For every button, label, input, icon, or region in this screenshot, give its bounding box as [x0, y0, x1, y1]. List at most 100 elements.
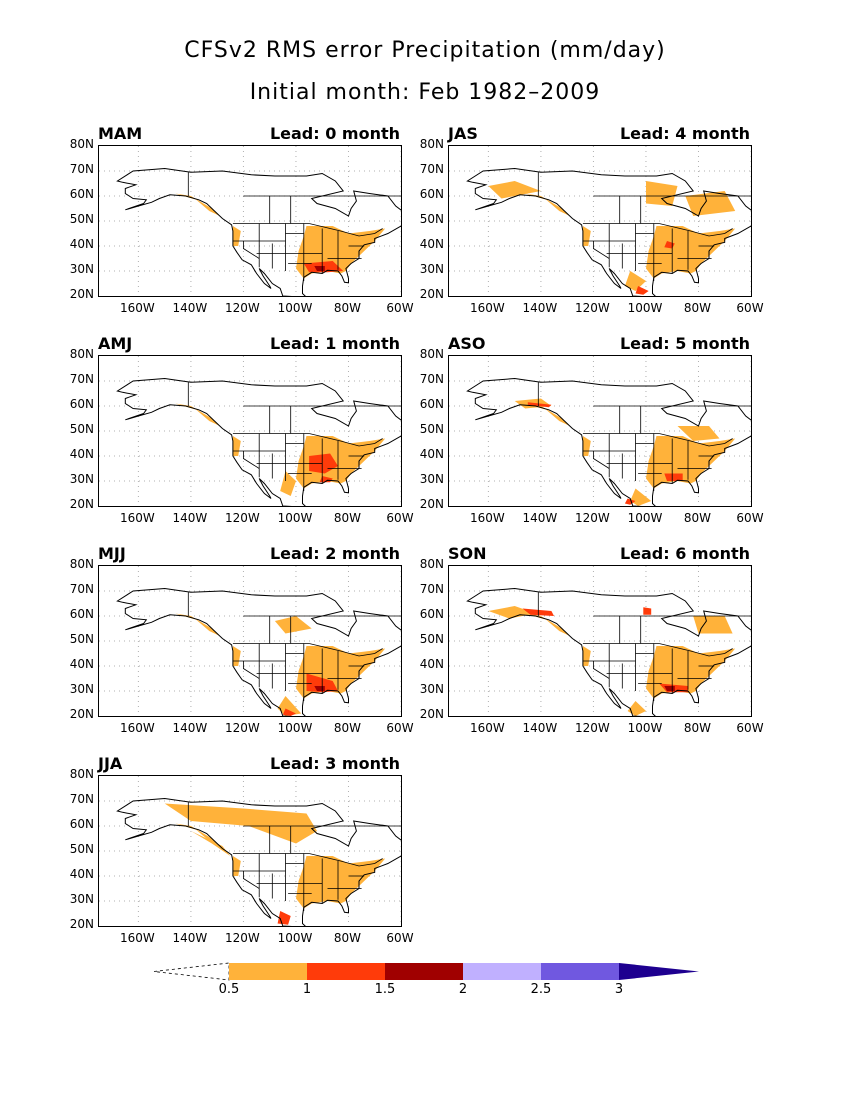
- colorbar-tick-label: 2.5: [530, 982, 552, 997]
- lat-tick-label: 20N: [69, 707, 94, 721]
- colorbar-segment: [385, 963, 463, 980]
- map-panel-aso: ASO Lead: 5 month 80N 70N 60N 50N 40N 30N 20N 160…: [420, 334, 798, 525]
- colorbar-upper-extension: [619, 963, 699, 980]
- panel-lead-label: Lead: 2 month: [269, 544, 400, 563]
- lon-tick-label: 60W: [736, 721, 764, 735]
- lat-tick-label: 20N: [419, 287, 444, 301]
- lat-tick-label: 60N: [419, 607, 444, 621]
- map-panel-mam: MAM Lead: 0 month 80N 70N 60N 50N 40N 30N 20N 160…: [70, 124, 448, 315]
- lon-tick-label: 100W: [627, 301, 663, 315]
- lon-tick-label: 160W: [470, 511, 505, 525]
- panel-lead-label: Lead: 4 month: [619, 124, 750, 143]
- lat-tick-label: 80N: [69, 767, 94, 781]
- lat-tick-label: 30N: [69, 682, 94, 696]
- lat-tick-label: 50N: [69, 422, 94, 436]
- panel-lead-label: Lead: 1 month: [269, 334, 400, 353]
- lon-tick-label: 140W: [172, 721, 208, 735]
- map-frame: [448, 145, 752, 297]
- lon-tick-label: 60W: [386, 511, 414, 525]
- map-frame: [448, 355, 752, 507]
- panel-lead-label: Lead: 0 month: [269, 124, 400, 143]
- lon-tick-label: 100W: [277, 301, 313, 315]
- lat-tick-label: 40N: [419, 237, 444, 251]
- lat-tick-label: 60N: [69, 397, 94, 411]
- lon-tick-label: 160W: [120, 511, 155, 525]
- map-frame: [98, 145, 402, 297]
- lon-tick-label: 160W: [120, 721, 155, 735]
- lon-tick-label: 100W: [627, 511, 663, 525]
- lat-tick-label: 50N: [69, 632, 94, 646]
- lat-tick-label: 40N: [69, 237, 94, 251]
- lat-tick-label: 80N: [69, 347, 94, 361]
- lat-tick-label: 80N: [419, 137, 444, 151]
- lat-tick-label: 20N: [419, 707, 444, 721]
- lon-tick-label: 100W: [277, 511, 313, 525]
- lon-tick-label: 80W: [333, 721, 362, 735]
- lon-tick-label: 100W: [277, 931, 313, 945]
- lat-tick-label: 40N: [419, 657, 444, 671]
- lat-tick-label: 80N: [419, 347, 444, 361]
- colorbar-lower-extension: [153, 962, 230, 981]
- colorbar-tick-label: 1: [302, 982, 312, 997]
- panel-season-label: SON: [448, 544, 487, 563]
- colorbar-segment: [307, 963, 385, 980]
- lon-tick-label: 160W: [470, 301, 505, 315]
- map-panel-mjj: MJJ Lead: 2 month 80N 70N 60N 50N 40N 30N 20N 160…: [70, 544, 448, 735]
- lon-tick-label: 100W: [277, 721, 313, 735]
- lon-tick-label: 120W: [225, 511, 260, 525]
- lat-tick-label: 30N: [419, 472, 444, 486]
- lat-tick-label: 80N: [69, 137, 94, 151]
- panel-season-label: AMJ: [98, 334, 133, 353]
- map-frame: [98, 565, 402, 717]
- lat-tick-label: 70N: [419, 372, 444, 386]
- lat-tick-label: 50N: [69, 212, 94, 226]
- lon-tick-label: 140W: [522, 511, 558, 525]
- lat-tick-label: 60N: [69, 187, 94, 201]
- lat-tick-label: 60N: [419, 397, 444, 411]
- panel-lead-label: Lead: 5 month: [619, 334, 750, 353]
- lat-tick-label: 80N: [69, 557, 94, 571]
- lat-tick-label: 30N: [69, 892, 94, 906]
- lat-tick-label: 70N: [69, 372, 94, 386]
- lon-tick-label: 160W: [470, 721, 505, 735]
- panel-season-label: JJA: [98, 754, 123, 773]
- map-panel-amj: AMJ Lead: 1 month 80N 70N 60N 50N 40N 30N 20N 160…: [70, 334, 448, 525]
- lon-tick-label: 60W: [736, 511, 764, 525]
- lon-tick-label: 160W: [120, 931, 155, 945]
- lat-tick-label: 30N: [69, 262, 94, 276]
- lon-tick-label: 80W: [333, 511, 362, 525]
- colorbar-tick-label: 0.5: [218, 982, 240, 997]
- lon-tick-label: 140W: [172, 931, 208, 945]
- lat-tick-label: 30N: [419, 262, 444, 276]
- lon-tick-label: 120W: [225, 721, 260, 735]
- lat-tick-label: 70N: [419, 162, 444, 176]
- lon-tick-label: 140W: [172, 301, 208, 315]
- colorbar-segment: [229, 963, 307, 980]
- lat-tick-label: 20N: [69, 287, 94, 301]
- chart-subtitle: Initial month: Feb 1982–2009: [249, 80, 601, 105]
- lat-tick-label: 40N: [419, 447, 444, 461]
- lat-tick-label: 30N: [419, 682, 444, 696]
- panel-lead-label: Lead: 3 month: [269, 754, 400, 773]
- lat-tick-label: 50N: [419, 632, 444, 646]
- lon-tick-label: 120W: [225, 931, 260, 945]
- chart-title: CFSv2 RMS error Precipitation (mm/day): [184, 38, 666, 63]
- lat-tick-label: 20N: [419, 497, 444, 511]
- lon-tick-label: 120W: [575, 511, 610, 525]
- lat-tick-label: 70N: [419, 582, 444, 596]
- lon-tick-label: 80W: [683, 721, 712, 735]
- lat-tick-label: 70N: [69, 162, 94, 176]
- lon-tick-label: 160W: [120, 301, 155, 315]
- colorbar-tick-label: 1.5: [374, 982, 396, 997]
- colorbar-segment: [541, 963, 619, 980]
- colorbar-tick-label: 2: [458, 982, 468, 997]
- lon-tick-label: 60W: [386, 721, 414, 735]
- lat-tick-label: 50N: [419, 422, 444, 436]
- panel-season-label: JAS: [448, 124, 478, 143]
- lat-tick-label: 40N: [69, 657, 94, 671]
- lat-tick-label: 60N: [419, 187, 444, 201]
- lon-tick-label: 140W: [522, 721, 558, 735]
- panel-season-label: MAM: [98, 124, 143, 143]
- panel-season-label: ASO: [448, 334, 486, 353]
- panel-lead-label: Lead: 6 month: [619, 544, 750, 563]
